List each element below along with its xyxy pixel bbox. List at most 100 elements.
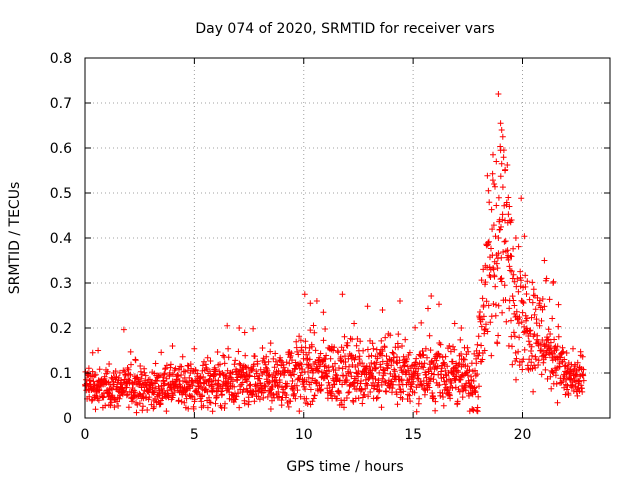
- data-point: [361, 391, 368, 398]
- data-point: [427, 378, 434, 385]
- data-point: [488, 245, 494, 252]
- data-point: [85, 365, 92, 372]
- y-tick-label: 0.7: [50, 96, 72, 112]
- data-point: [456, 360, 463, 367]
- data-point: [511, 302, 518, 309]
- data-point: [313, 379, 320, 386]
- data-point: [502, 297, 509, 303]
- y-tick-label: 0.6: [50, 141, 72, 157]
- data-point: [530, 388, 537, 395]
- data-point: [297, 372, 304, 379]
- data-point: [123, 392, 130, 399]
- data-point: [374, 355, 381, 362]
- data-point: [310, 322, 317, 329]
- data-point: [148, 379, 155, 386]
- data-point: [121, 368, 128, 375]
- data-point: [267, 340, 274, 347]
- data-point: [348, 355, 355, 362]
- data-point: [513, 376, 519, 383]
- data-point: [524, 315, 530, 322]
- data-point: [323, 352, 330, 359]
- data-point: [339, 365, 346, 372]
- data-point: [254, 360, 261, 367]
- data-point: [514, 275, 521, 282]
- data-point: [518, 195, 525, 202]
- data-point: [464, 344, 471, 351]
- data-point: [529, 279, 536, 286]
- data-point: [214, 349, 221, 355]
- data-point: [523, 291, 530, 297]
- data-point: [509, 343, 515, 350]
- data-point: [512, 235, 519, 241]
- data-point: [172, 365, 179, 372]
- data-point: [447, 395, 454, 402]
- data-point: [513, 355, 520, 362]
- data-point: [444, 363, 451, 370]
- data-point: [242, 363, 249, 370]
- data-point: [424, 354, 430, 361]
- data-point: [495, 302, 502, 309]
- data-point: [531, 311, 538, 318]
- data-point: [140, 403, 146, 410]
- data-point: [344, 377, 351, 384]
- data-point: [311, 392, 318, 399]
- data-point: [212, 400, 219, 407]
- data-point: [465, 348, 472, 355]
- data-point: [101, 373, 108, 380]
- data-point: [479, 295, 486, 302]
- data-point: [178, 398, 185, 405]
- data-point: [120, 367, 127, 374]
- data-point: [351, 320, 358, 327]
- data-point: [288, 350, 295, 357]
- data-point: [486, 199, 493, 206]
- data-point: [107, 402, 114, 409]
- data-point: [163, 362, 170, 369]
- data-point: [420, 351, 427, 358]
- data-point: [336, 365, 342, 371]
- data-point: [488, 313, 495, 320]
- data-point: [146, 394, 153, 401]
- data-point: [161, 380, 168, 387]
- data-point: [322, 326, 329, 332]
- data-point: [256, 396, 263, 403]
- data-point: [380, 367, 387, 374]
- data-point: [573, 371, 580, 378]
- data-point: [521, 346, 528, 353]
- data-point: [481, 347, 488, 354]
- data-point: [320, 309, 327, 316]
- data-point: [545, 326, 552, 333]
- data-point: [365, 376, 372, 382]
- data-point: [136, 400, 143, 407]
- data-point: [502, 167, 508, 174]
- data-point: [536, 322, 543, 329]
- data-point: [362, 385, 369, 392]
- data-point: [341, 404, 347, 411]
- data-point: [199, 362, 206, 369]
- data-point: [213, 394, 220, 401]
- data-point: [180, 368, 187, 375]
- data-point: [543, 275, 550, 282]
- data-point: [200, 402, 207, 409]
- data-point: [284, 380, 291, 387]
- data-point: [343, 395, 350, 401]
- data-point: [418, 319, 425, 326]
- data-point: [393, 359, 400, 366]
- data-point: [292, 366, 299, 373]
- data-point: [302, 338, 309, 345]
- data-point: [480, 266, 487, 273]
- data-point: [455, 386, 462, 393]
- data-point: [510, 297, 517, 304]
- data-point: [86, 393, 93, 400]
- data-point: [159, 385, 165, 392]
- data-point: [203, 366, 210, 373]
- data-point: [402, 336, 409, 343]
- data-point: [307, 300, 314, 307]
- data-point: [340, 347, 347, 354]
- data-point: [320, 337, 327, 344]
- y-tick-labels: 0 0.1 0.2 0.3 0.4 0.5 0.6 0.7 0.8: [50, 51, 72, 427]
- data-point: [500, 154, 507, 161]
- data-point: [262, 383, 269, 390]
- data-point: [116, 369, 123, 376]
- data-point: [521, 233, 528, 240]
- data-point: [381, 378, 388, 385]
